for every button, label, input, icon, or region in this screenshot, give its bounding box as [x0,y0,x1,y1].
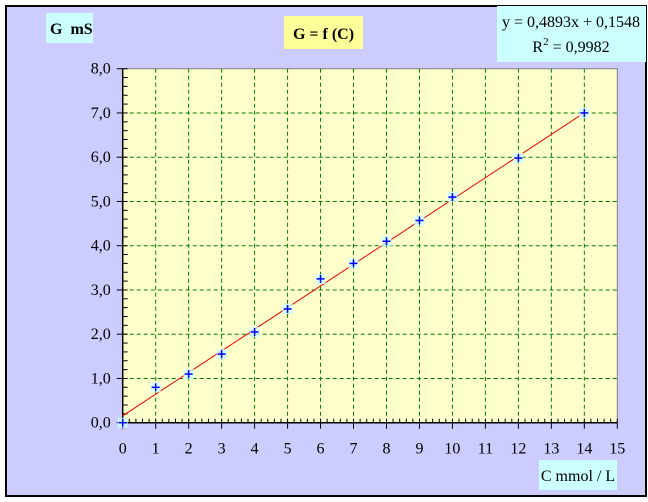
x-tick-label: 10 [444,441,460,458]
data-point [513,153,524,164]
y-tick-label: 2,0 [91,326,111,343]
chart-title: G = f (C) [293,26,354,43]
x-tick-label: 0 [119,441,127,458]
y-tick-label: 4,0 [91,238,111,255]
y-tick-label: 6,0 [91,149,111,166]
data-points [117,107,590,428]
x-tick-label: 13 [543,441,559,458]
data-point [315,273,326,284]
data-point [282,303,293,314]
y-tick-label: 3,0 [91,282,111,299]
equation-box [497,6,646,62]
x-tick-label: 7 [350,441,358,458]
x-axis-label: C mmol / L [541,468,615,485]
x-tick-label: 12 [510,441,526,458]
data-point [447,192,458,203]
x-tick-label: 15 [609,441,625,458]
r-squared: R2 = 0,9982 [532,36,609,56]
data-point [216,349,227,360]
data-point [249,326,260,337]
y-tick-label: 0,0 [91,415,111,432]
x-tick-label: 3 [218,441,226,458]
title-box [284,16,363,49]
trendline-equation: y = 0,4893x + 0,1548 [502,14,640,31]
x-tick-label: 11 [478,441,493,458]
x-tick-label: 9 [415,441,423,458]
x-tick-label: 1 [152,441,160,458]
data-point [414,215,425,226]
data-point [150,382,161,393]
data-point [381,236,392,247]
data-point [117,417,128,428]
x-tick-label: 5 [284,441,292,458]
y-tick-label: 8,0 [91,61,111,78]
y-tick-label: 5,0 [91,193,111,210]
x-tick-label: 14 [576,441,592,458]
data-point [348,258,359,269]
data-point [183,369,194,380]
x-label-box [539,460,617,490]
y-label-box [46,13,93,43]
x-tick-label: 2 [185,441,193,458]
y-tick-label: 7,0 [91,105,111,122]
x-tick-label: 4 [251,441,259,458]
tick-labels: 0 1 2 3 4 5 6 7 8 9 10 11 12 13 14 150,01,02,03,04,05,0… [91,61,626,458]
x-tick-label: 8 [382,441,390,458]
x-tick-label: 6 [317,441,325,458]
y-axis-label: G mS [50,21,93,38]
y-tick-label: 1,0 [91,370,111,387]
data-point [579,107,590,118]
grid [122,68,618,423]
